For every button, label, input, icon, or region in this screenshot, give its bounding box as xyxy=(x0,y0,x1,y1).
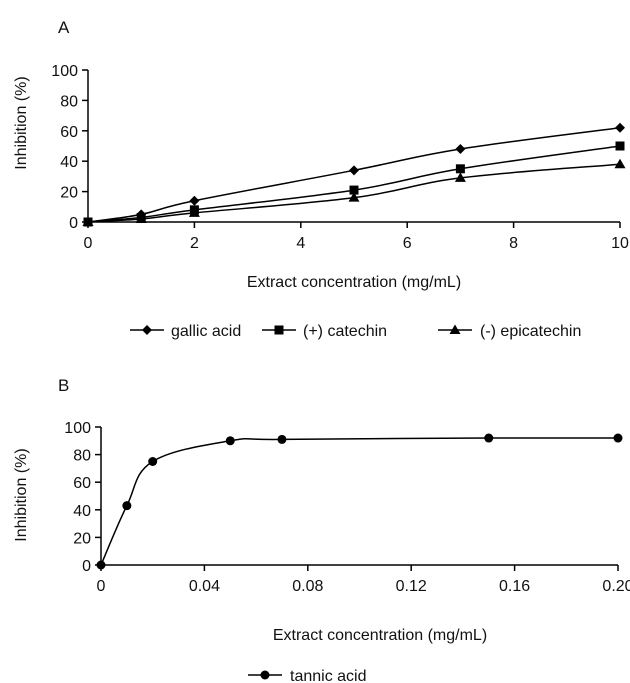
panel-b-series-line-tannic-acid xyxy=(100,437,619,566)
panel-a-x-axis-title: Extract concentration (mg/mL) xyxy=(247,274,461,291)
panel-a-legend-marker-epicatechin xyxy=(449,324,461,334)
panel-a-y-tick-label: 0 xyxy=(69,215,78,232)
panel-a-data-point-epicatechin xyxy=(188,207,200,217)
panel-b-legend-label-tannic-acid: tannic acid xyxy=(290,668,367,683)
panel-a-data-point-epicatechin xyxy=(454,172,466,182)
panel-a-x-tick-label: 8 xyxy=(509,235,518,252)
panel-b-y-tick-label: 40 xyxy=(73,503,91,520)
panel-a-data-point-epicatechin xyxy=(82,216,94,226)
panel-a-data-point-gallic-acid xyxy=(615,122,625,133)
panel-a-legend-marker-gallic-acid xyxy=(142,325,152,335)
panel-b-y-tick-label: 0 xyxy=(82,558,91,575)
panel-b-x-tick-label: 0.16 xyxy=(499,578,530,595)
panel-a-data-point-catechin xyxy=(615,141,625,151)
panel-b-x-tick-label: 0 xyxy=(97,578,106,595)
panel-a: A Inhibition (%) Extract concentration (… xyxy=(13,18,629,340)
panel-a-y-tick-label: 20 xyxy=(60,185,78,202)
panel-a-x-tick-label: 0 xyxy=(84,235,93,252)
panel-a-y-tick-label: 60 xyxy=(60,124,78,141)
panel-b-data-point-tannic-acid xyxy=(122,501,132,511)
panel-a-data-point-epicatechin xyxy=(348,192,360,202)
panel-a-y-tick-label: 100 xyxy=(51,63,78,80)
panel-b-data-point-tannic-acid xyxy=(96,560,106,570)
panel-b-x-tick-label: 0.12 xyxy=(396,578,427,595)
panel-b-x-tick-label: 0.04 xyxy=(189,578,220,595)
panel-a-data-point-epicatechin xyxy=(135,213,147,223)
panel-a-data-point-catechin xyxy=(455,164,465,174)
panel-b-y-tick-label: 20 xyxy=(73,530,91,547)
panel-b-y-axis-title: Inhibition (%) xyxy=(13,448,30,541)
panel-a-x-tick-label: 2 xyxy=(190,235,199,252)
panel-b-data-point-tannic-acid xyxy=(148,457,158,466)
panel-b-y-tick-label: 80 xyxy=(73,448,91,465)
panel-a-series-line-catechin xyxy=(87,145,621,223)
panel-b-label: B xyxy=(58,376,69,395)
panel-b-legend-marker-tannic-acid xyxy=(260,670,270,680)
panel-a-data-point-epicatechin xyxy=(614,158,626,169)
panel-a-legend-label-gallic-acid: gallic acid xyxy=(171,323,241,340)
panel-a-label: A xyxy=(58,18,70,37)
panel-a-y-axis-title: Inhibition (%) xyxy=(13,76,30,169)
panel-a-legend-marker-catechin xyxy=(274,325,284,335)
panel-b-data-point-tannic-acid xyxy=(225,436,235,446)
panel-b-x-tick-label: 0.08 xyxy=(292,578,323,595)
panel-a-data-point-gallic-acid xyxy=(189,195,200,206)
panel-b-data-point-tannic-acid xyxy=(484,433,494,443)
panel-a-legend-label-catechin: (+) catechin xyxy=(303,323,387,340)
panel-a-x-tick-label: 10 xyxy=(611,235,629,252)
panel-b-data-point-tannic-acid xyxy=(277,434,287,444)
panel-b: B Inhibition (%) Extract concentration (… xyxy=(13,376,630,683)
panel-a-data-point-gallic-acid xyxy=(349,165,359,176)
panel-b-x-axis-title: Extract concentration (mg/mL) xyxy=(273,627,487,644)
panel-b-x-tick-label: 0.20 xyxy=(602,578,630,595)
panel-a-data-point-gallic-acid xyxy=(455,144,466,155)
panel-a-x-tick-label: 4 xyxy=(296,235,305,252)
panel-b-y-tick-label: 60 xyxy=(73,475,91,492)
panel-a-legend-label-epicatechin: (-) epicatechin xyxy=(480,323,581,340)
panel-a-x-tick-label: 6 xyxy=(403,235,412,252)
panel-a-data-point-catechin xyxy=(349,185,359,195)
panel-a-y-tick-label: 80 xyxy=(60,93,78,110)
panel-b-y-tick-label: 100 xyxy=(64,420,91,437)
panel-a-y-tick-label: 40 xyxy=(60,154,78,171)
panel-b-data-point-tannic-acid xyxy=(613,433,623,443)
